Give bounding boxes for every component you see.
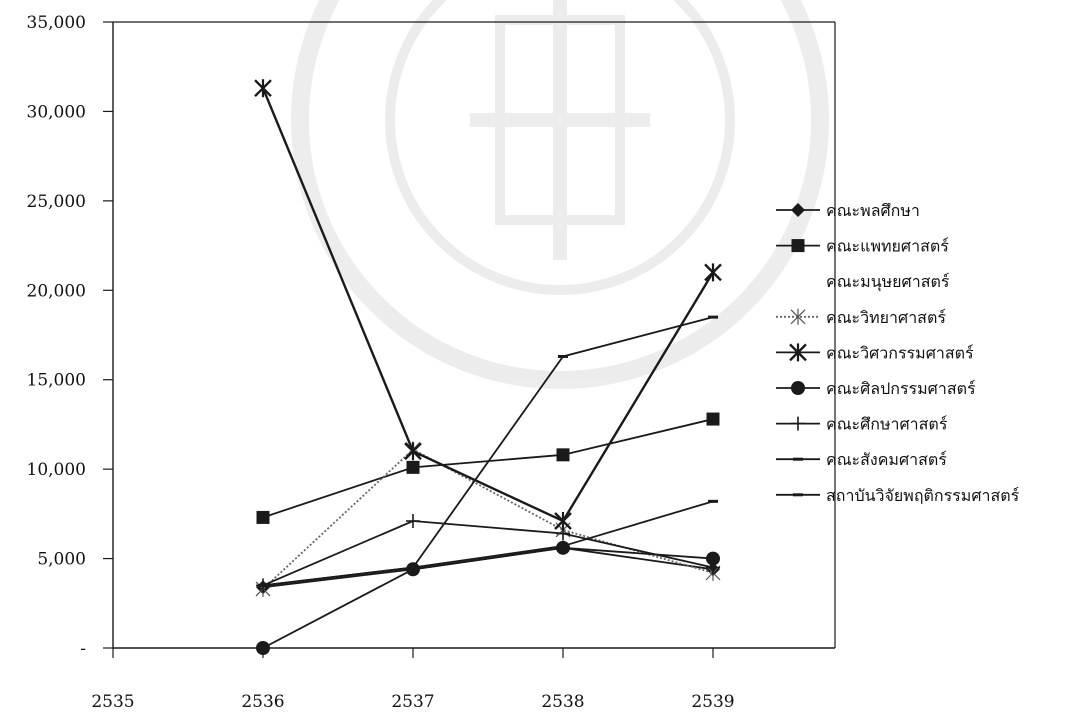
seal-watermark <box>291 0 829 389</box>
x-tick-label: 2538 <box>541 692 584 712</box>
data-point <box>706 551 720 566</box>
legend-swatch-marker <box>790 308 806 325</box>
data-point <box>706 412 720 426</box>
legend-item: คณะพลศึกษา <box>776 201 920 220</box>
series-2 <box>256 412 720 524</box>
legend-swatch-marker <box>791 203 805 217</box>
data-point <box>406 460 420 474</box>
series-6 <box>256 540 720 655</box>
legend-label: คณะวิทยาศาสตร์ <box>826 308 946 327</box>
legend-label: คณะมนุษยศาสตร์ <box>826 272 950 292</box>
data-point <box>406 562 420 577</box>
data-point <box>556 448 570 462</box>
legend-item: คณะศึกษาศาสตร์ <box>776 415 948 434</box>
x-axis-ticks: 2535 2536 2537 2538 2539 <box>91 648 735 712</box>
legend-label: คณะศึกษาศาสตร์ <box>826 415 948 434</box>
x-tick-label: 2539 <box>691 692 734 712</box>
legend-label: คณะศิลปกรรมศาสตร์ <box>826 379 976 398</box>
y-tick-label: 5,000 <box>37 550 86 570</box>
legend-item: คณะศิลปกรรมศาสตร์ <box>776 379 976 398</box>
x-tick-label: 2535 <box>91 692 134 712</box>
y-tick-label: - <box>80 639 86 659</box>
data-point <box>256 641 270 655</box>
data-point <box>406 514 420 529</box>
x-tick-label: 2537 <box>391 692 434 712</box>
data-point <box>706 560 720 575</box>
y-tick-label: 10,000 <box>27 460 86 480</box>
y-tick-label: 30,000 <box>27 102 86 122</box>
legend: คณะพลศึกษาคณะแพทยศาสตร์คณะมนุษยศาสตร์คณะ… <box>776 201 1020 505</box>
legend-label: สถาบันวิจัยพฤติกรรมศาสตร์ <box>826 486 1020 505</box>
series-line <box>262 520 714 587</box>
data-point <box>256 510 270 524</box>
series-line <box>262 418 714 519</box>
data-point <box>556 540 570 555</box>
data-point <box>556 526 570 541</box>
y-tick-label: 20,000 <box>27 281 86 301</box>
series-line <box>262 500 714 587</box>
legend-swatch-marker <box>791 381 805 395</box>
series-layer <box>254 79 722 655</box>
legend-item: คณะมนุษยศาสตร์ <box>826 272 950 292</box>
x-tick-label: 2536 <box>241 692 284 712</box>
y-tick-label: 35,000 <box>27 13 86 33</box>
legend-label: คณะวิศวกรรมศาสตร์ <box>826 343 974 362</box>
data-point <box>254 79 272 98</box>
data-point <box>704 263 722 282</box>
legend-item: คณะวิทยาศาสตร์ <box>776 308 946 327</box>
legend-label: คณะสังคมศาสตร์ <box>826 450 947 469</box>
series-line <box>262 546 714 649</box>
y-tick-label: 15,000 <box>27 371 86 391</box>
series-line <box>262 448 714 590</box>
series-7 <box>256 514 720 593</box>
legend-item: คณะสังคมศาสตร์ <box>776 450 947 469</box>
y-tick-label: 25,000 <box>27 192 86 212</box>
legend-swatch-marker <box>789 343 807 362</box>
series-1 <box>256 540 720 595</box>
legend-swatch-marker <box>791 239 805 253</box>
legend-item: คณะแพทยศาสตร์ <box>776 237 949 256</box>
plot-axes <box>112 21 836 649</box>
data-point <box>404 442 422 461</box>
series-line <box>261 87 715 523</box>
legend-label: คณะแพทยศาสตร์ <box>826 237 949 256</box>
legend-item: คณะวิศวกรรมศาสตร์ <box>776 343 974 362</box>
legend-item: สถาบันวิจัยพฤติกรรมศาสตร์ <box>776 486 1020 505</box>
y-axis-ticks: - 5,000 10,000 15,000 20,000 25,000 30,000 35,0… <box>27 13 113 659</box>
series-9 <box>258 499 718 587</box>
legend-label: คณะพลศึกษา <box>826 201 920 220</box>
legend-swatch-marker <box>791 416 805 431</box>
